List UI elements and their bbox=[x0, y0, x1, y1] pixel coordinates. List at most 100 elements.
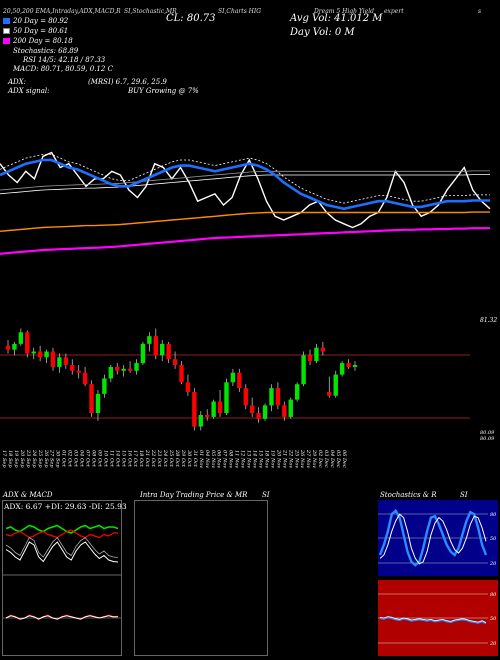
date-tick-label: 08 Oct bbox=[91, 450, 97, 468]
date-tick-label: 05 Nov bbox=[210, 450, 216, 468]
adx-frame bbox=[2, 500, 122, 656]
legend-ema20: 20 Day = 80.92 bbox=[3, 17, 68, 26]
adx-line bbox=[5, 541, 119, 563]
ema-white-line bbox=[0, 174, 490, 195]
date-tick-label: 20 Nov bbox=[275, 449, 281, 468]
date-tick-label: 01 Nov bbox=[198, 450, 204, 468]
date-tick-label: 31 Oct bbox=[192, 450, 198, 468]
ema-dotted-line bbox=[0, 153, 490, 204]
date-tick-label: 24 Oct bbox=[162, 449, 168, 468]
candle-body bbox=[346, 363, 351, 367]
header-part: Dream 5 High Yield bbox=[314, 8, 374, 15]
legend-ema50: 50 Day = 80.61 bbox=[3, 27, 68, 36]
stoch-d-line bbox=[379, 513, 487, 565]
candle-body bbox=[172, 359, 178, 365]
buy-signal: BUY Growing @ 7% bbox=[128, 87, 199, 95]
date-tick-label: 18 Oct bbox=[138, 450, 144, 468]
date-tick-label: 03 Oct bbox=[73, 450, 79, 468]
candle-body bbox=[288, 399, 293, 417]
rsi-axis-label: 50 bbox=[490, 616, 497, 622]
adx-values: ADX: 6.67 +DI: 29.63 -DI: 25.93 bbox=[4, 502, 127, 511]
candle-body bbox=[57, 357, 62, 367]
date-tick-label: 23 Oct bbox=[156, 449, 162, 468]
date-tick-label: 07 Nov bbox=[222, 450, 228, 468]
price-level-label: 80.09 bbox=[480, 430, 495, 436]
rsi-line bbox=[379, 616, 487, 625]
candle-body bbox=[339, 363, 345, 375]
swatch-ema20 bbox=[3, 18, 10, 24]
macd-line bbox=[5, 615, 119, 620]
date-tick-label: 22 Nov bbox=[287, 449, 293, 468]
date-tick-label: 08 Nov bbox=[228, 450, 234, 468]
plus-di-line bbox=[5, 524, 119, 534]
candle-body bbox=[50, 351, 56, 367]
candle-body bbox=[166, 343, 171, 360]
date-tick-label: 14 Nov bbox=[252, 450, 258, 468]
date-tick-label: 11 Oct bbox=[108, 450, 114, 468]
candle-body bbox=[320, 347, 326, 352]
ema200-line bbox=[0, 227, 490, 255]
date-tick-label: 17 Oct bbox=[132, 450, 138, 468]
candle-body bbox=[179, 365, 184, 383]
candle-body bbox=[153, 336, 158, 356]
date-tick-label: 04 Dec bbox=[329, 450, 335, 468]
candle-body bbox=[301, 355, 306, 385]
stoch-axis-label: 20 bbox=[489, 561, 497, 567]
price-level-label: 80.09 bbox=[480, 436, 495, 442]
candle-body bbox=[108, 366, 114, 379]
header-part: SI,Stochastic,MR bbox=[124, 8, 177, 15]
date-tick-label: 16 Oct bbox=[126, 450, 132, 468]
candle-body bbox=[121, 368, 126, 371]
candle-body bbox=[102, 378, 107, 394]
candle-body bbox=[230, 372, 236, 383]
price-line bbox=[0, 151, 491, 229]
candle-body bbox=[70, 365, 75, 371]
mrsi-value: (MRSI) 6.7, 29.6, 25.9 bbox=[88, 78, 167, 86]
legend-label: 50 Day = 80.61 bbox=[13, 27, 69, 35]
date-tick-label: 21 Oct bbox=[144, 449, 150, 468]
candle-body bbox=[269, 388, 274, 406]
candle-body bbox=[307, 355, 313, 362]
header-part: 20,50,200 EMA, bbox=[3, 8, 53, 15]
date-tick-label: 12 Nov bbox=[240, 450, 246, 468]
adx-macd-panel bbox=[2, 500, 122, 656]
candle-body bbox=[256, 413, 261, 419]
candle-body bbox=[5, 345, 11, 350]
candle-body bbox=[18, 332, 24, 344]
stoch-panel-suffix: SI bbox=[460, 491, 468, 499]
candle-body bbox=[333, 374, 338, 396]
candle-body bbox=[95, 393, 101, 414]
close-price: CL: 80.73 bbox=[166, 13, 216, 24]
header-part: SI,Charts HIG bbox=[218, 8, 262, 15]
date-tick-label: 03 Dec bbox=[323, 450, 329, 468]
date-tick-label: 11 Nov bbox=[234, 450, 240, 468]
date-tick-label: 26 Nov bbox=[299, 449, 305, 468]
candle-body bbox=[275, 388, 281, 406]
candle-body bbox=[243, 388, 248, 406]
intraday-panel bbox=[134, 500, 268, 656]
stochastics-panel: 80 80 50 50 20 20 bbox=[378, 500, 498, 656]
intraday-panel-suffix: SI bbox=[262, 491, 270, 499]
date-tick-label: 29 Oct bbox=[180, 449, 186, 468]
adx-signal-label: ADX signal: bbox=[8, 87, 50, 95]
date-tick-label: 17 Sep bbox=[1, 450, 7, 468]
legend-label: 20 Day = 80.92 bbox=[13, 17, 69, 25]
stoch-panel-title: Stochastics & R bbox=[380, 491, 437, 499]
candle-body bbox=[37, 351, 43, 358]
date-tick-label: 10 Oct bbox=[102, 450, 108, 468]
candle-body bbox=[147, 336, 152, 344]
date-tick-label: 06 Dec bbox=[341, 450, 347, 468]
date-tick-label: 22 Oct bbox=[150, 449, 156, 468]
candle-body bbox=[89, 384, 94, 414]
date-tick-label: 20 Sep bbox=[19, 449, 25, 468]
adx-line-2 bbox=[5, 536, 119, 558]
rsi-line-2 bbox=[379, 616, 487, 623]
candle-body bbox=[63, 357, 69, 365]
avg-volume: Avg Vol: 41.012 M bbox=[290, 13, 383, 24]
candle-body bbox=[25, 332, 30, 354]
legend-label: 200 Day = 80.18 bbox=[13, 37, 73, 45]
swatch-ema200 bbox=[3, 38, 10, 44]
date-tick-label: 02 Dec bbox=[317, 450, 323, 468]
candle-body bbox=[294, 384, 300, 400]
ema50-line bbox=[0, 211, 490, 232]
